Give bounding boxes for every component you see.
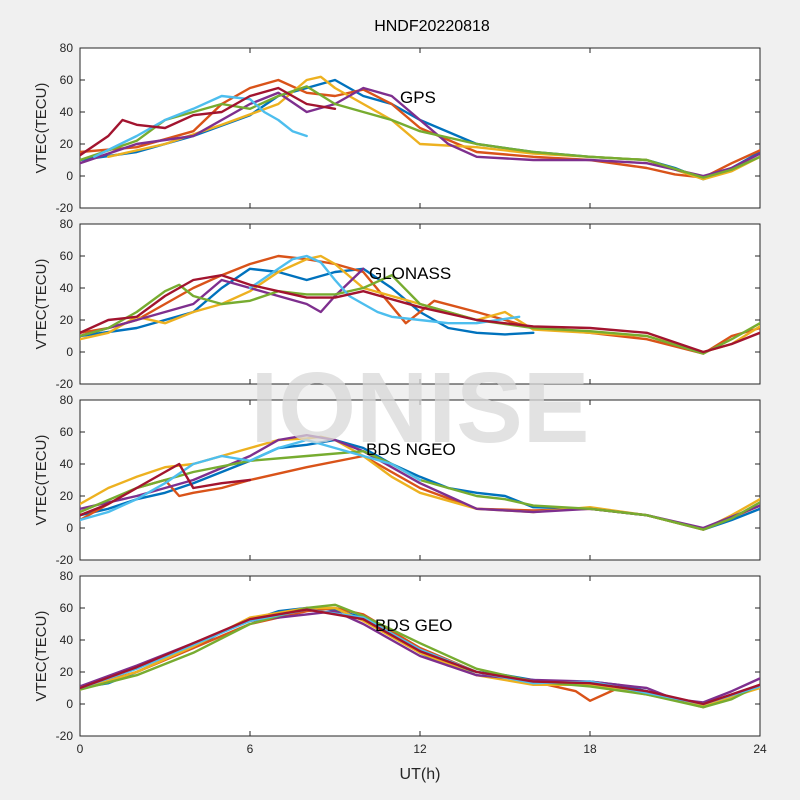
x-tick-label: 12 [413, 742, 427, 756]
y-tick-label: 40 [60, 105, 74, 119]
y-tick-label: -20 [56, 201, 74, 215]
y-tick-label: 40 [60, 457, 74, 471]
series-line-5 [80, 603, 760, 709]
y-tick-label: -20 [56, 729, 74, 743]
y-tick-label: 80 [60, 569, 74, 583]
panel-label: GPS [400, 88, 436, 107]
series-group [80, 603, 760, 709]
y-tick-label: 80 [60, 41, 74, 55]
axes-panel-2: -20 0 20 40 60 80 VTEC(TECU) GLONASS [33, 217, 761, 391]
panel-label: BDS NGEO [366, 440, 456, 459]
series-line-6 [80, 608, 760, 706]
series-line-6 [92, 94, 308, 159]
y-tick-label: 80 [60, 393, 74, 407]
y-axis-label: VTEC(TECU) [33, 611, 50, 702]
y-tick-label: 60 [60, 425, 74, 439]
series-line-7 [80, 86, 337, 157]
x-tick-label: 24 [753, 742, 767, 756]
x-tick-label: 6 [247, 742, 254, 756]
series-line-2 [80, 254, 760, 355]
axes-panel-3: -20 0 20 40 60 80 VTEC(TECU) BDS NGEO [33, 393, 761, 567]
watermark: IONISE [251, 352, 590, 464]
y-tick-label: 40 [60, 281, 74, 295]
series-line-5 [80, 85, 760, 179]
series-group [80, 434, 760, 531]
panel-label: GLONASS [369, 264, 451, 283]
y-tick-label: 0 [66, 169, 73, 183]
y-tick-label: 60 [60, 601, 74, 615]
x-tick-label: 18 [583, 742, 597, 756]
y-tick-label: 20 [60, 137, 74, 151]
figure-title: HNDF20220818 [374, 18, 490, 35]
series-line-5 [80, 274, 760, 355]
series-line-5 [80, 450, 760, 531]
series-line-4 [80, 86, 760, 178]
y-tick-label: 60 [60, 73, 74, 87]
panel-label: BDS GEO [375, 616, 452, 635]
x-axis-label: UT(h) [400, 766, 441, 783]
y-tick-label: 60 [60, 249, 74, 263]
series-line-6 [248, 254, 521, 325]
series-line-7 [80, 462, 252, 517]
y-tick-label: -20 [56, 377, 74, 391]
y-tick-label: 0 [66, 521, 73, 535]
series-line-4 [80, 267, 365, 338]
axes-panel-1: -20 0 20 40 60 80 VTEC(TECU) GPS [33, 41, 761, 215]
x-tick-label: 0 [77, 742, 84, 756]
series-line-7 [80, 608, 760, 706]
series-line-6 [80, 438, 422, 522]
y-tick-label: -20 [56, 553, 74, 567]
series-line-1 [80, 267, 535, 338]
y-tick-label: 80 [60, 217, 74, 231]
series-line-7 [80, 274, 760, 354]
y-tick-label: 20 [60, 313, 74, 327]
y-axis-label: VTEC(TECU) [33, 259, 50, 350]
y-axis-label: VTEC(TECU) [33, 83, 50, 174]
y-tick-label: 0 [66, 697, 73, 711]
y-axis-label: VTEC(TECU) [33, 435, 50, 526]
y-tick-label: 20 [60, 489, 74, 503]
y-tick-label: 40 [60, 633, 74, 647]
y-tick-label: 0 [66, 345, 73, 359]
y-tick-label: 20 [60, 665, 74, 679]
series-group [80, 254, 760, 355]
series-group [80, 75, 760, 181]
